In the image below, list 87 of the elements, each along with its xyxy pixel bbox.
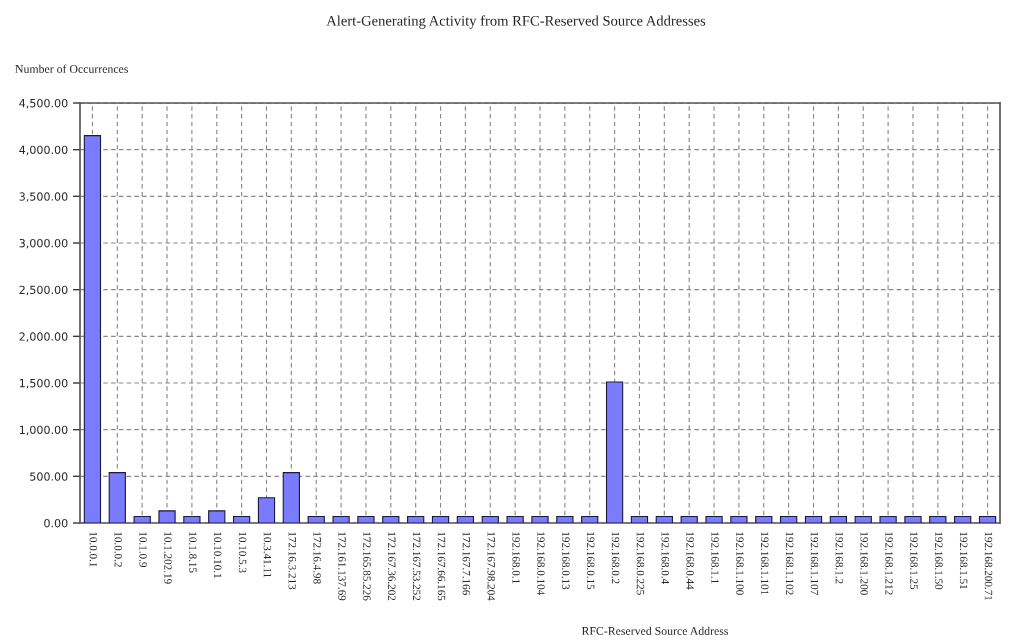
- y-tick-label: 3,500.00: [19, 192, 68, 202]
- x-tick-label: 192.168.0.4: [661, 532, 670, 584]
- bar: [804, 515, 823, 523]
- x-tick-label: 10.1.0.9: [139, 532, 147, 567]
- bar: [531, 515, 549, 523]
- x-tick-label: 172.167.36.202: [387, 532, 396, 601]
- bar: [929, 515, 947, 523]
- bar: [978, 515, 997, 523]
- bar: [655, 515, 673, 523]
- x-tick-label: 192.168.1.212: [885, 532, 893, 595]
- bar: [730, 515, 748, 523]
- bar: [680, 515, 698, 523]
- bar: [431, 515, 450, 523]
- x-tick-label: 192.168.0.104: [537, 532, 545, 596]
- bar: [829, 515, 848, 523]
- bar: [581, 515, 599, 523]
- bar: [83, 135, 102, 523]
- y-tick-label: 2,500.00: [19, 285, 68, 296]
- x-tick-label: 172.161.137.69: [338, 532, 346, 601]
- bar: [257, 497, 276, 523]
- y-tick-label: 1,000.00: [19, 425, 68, 436]
- bar: [382, 515, 400, 523]
- x-tick-label: 192.168.0.2: [611, 532, 620, 584]
- y-tick-label: 0.00: [44, 518, 68, 528]
- bar: [332, 515, 350, 523]
- bar: [605, 381, 624, 523]
- x-tick-label: 192.168.1.2: [835, 532, 844, 584]
- x-tick-label: 192.168.1.1: [711, 532, 719, 584]
- x-tick-label: 10.1.8.15: [189, 532, 197, 573]
- x-tick-label: 172.16.3.213: [288, 532, 297, 590]
- y-tick-label: 1,500.00: [19, 378, 68, 389]
- x-tick-label: 192.168.0.13: [562, 532, 570, 590]
- chart-title: Alert-Generating Activity from RFC-Reserved Source Addresses: [326, 15, 706, 29]
- y-tick-label: 4,500.00: [19, 98, 68, 109]
- bar: [158, 510, 176, 523]
- x-tick-label: 172.165.85.226: [363, 532, 371, 601]
- x-tick-label: 192.168.0.44: [686, 532, 694, 590]
- x-tick-label: 172.16.4.98: [313, 532, 321, 584]
- bar: [506, 515, 524, 523]
- bar: [556, 515, 574, 523]
- x-tick-label: 192.168.1.102: [785, 532, 794, 595]
- x-tick-label: 192.168.1.25: [910, 532, 918, 590]
- bar: [183, 515, 201, 523]
- x-tick-label: 10.10.5.3: [238, 532, 247, 573]
- bar: [407, 515, 425, 523]
- x-tick-label: 192.168.1.51: [959, 532, 968, 589]
- x-axis-title: RFC-Reserved Source Address: [581, 626, 729, 635]
- bar: [780, 515, 798, 523]
- x-tick-label: 192.168.1.50: [935, 532, 943, 590]
- x-tick-label: 172.167.98.204: [487, 532, 495, 601]
- x-tick-label: 192.168.1.200: [860, 532, 868, 595]
- y-tick-label: 500.00: [30, 472, 68, 481]
- bar: [208, 510, 226, 523]
- bar: [954, 515, 972, 523]
- x-tick-label: 192.168.0.1: [512, 532, 520, 584]
- x-tick-label: 192.168.200.71: [984, 532, 993, 601]
- x-tick-label: 192.168.1.107: [810, 532, 819, 595]
- bar: [481, 515, 499, 523]
- x-tick-label: 192.168.0.225: [636, 532, 645, 595]
- bar: [282, 472, 300, 523]
- x-tick-label: 192.168.0.15: [586, 532, 595, 590]
- x-tick-label: 172.167.7.166: [462, 532, 471, 595]
- x-tick-label: 10.0.0.2: [114, 532, 123, 567]
- bar: [133, 515, 151, 523]
- x-tick-label: 10.10.10.1: [213, 532, 222, 578]
- x-tick-label: 172.167.66.165: [437, 532, 446, 601]
- bar: [630, 515, 649, 523]
- bar: [904, 515, 922, 523]
- y-tick-label: 2,000.00: [19, 332, 68, 342]
- x-tick-label: 10.1.202.19: [164, 532, 172, 584]
- x-tick-label: 10.0.0.1: [89, 532, 98, 567]
- x-tick-label: 172.167.53.252: [412, 532, 421, 601]
- bar: [357, 515, 375, 523]
- bar: [232, 515, 251, 523]
- y-tick-label: 4,000.00: [19, 145, 68, 156]
- x-tick-label: 192.168.1.101: [760, 532, 769, 595]
- bar: [854, 515, 872, 523]
- bar: [456, 515, 475, 523]
- bar: [108, 472, 126, 523]
- bar: [705, 515, 723, 523]
- x-tick-label: 192.168.1.100: [736, 532, 744, 595]
- bar: [879, 515, 897, 523]
- y-axis-title: Number of Occurrences: [15, 64, 128, 73]
- x-tick-label: 10.3.41.11: [263, 532, 272, 578]
- bar: [755, 515, 773, 523]
- bar: [307, 515, 325, 523]
- y-tick-label: 3,000.00: [19, 238, 68, 249]
